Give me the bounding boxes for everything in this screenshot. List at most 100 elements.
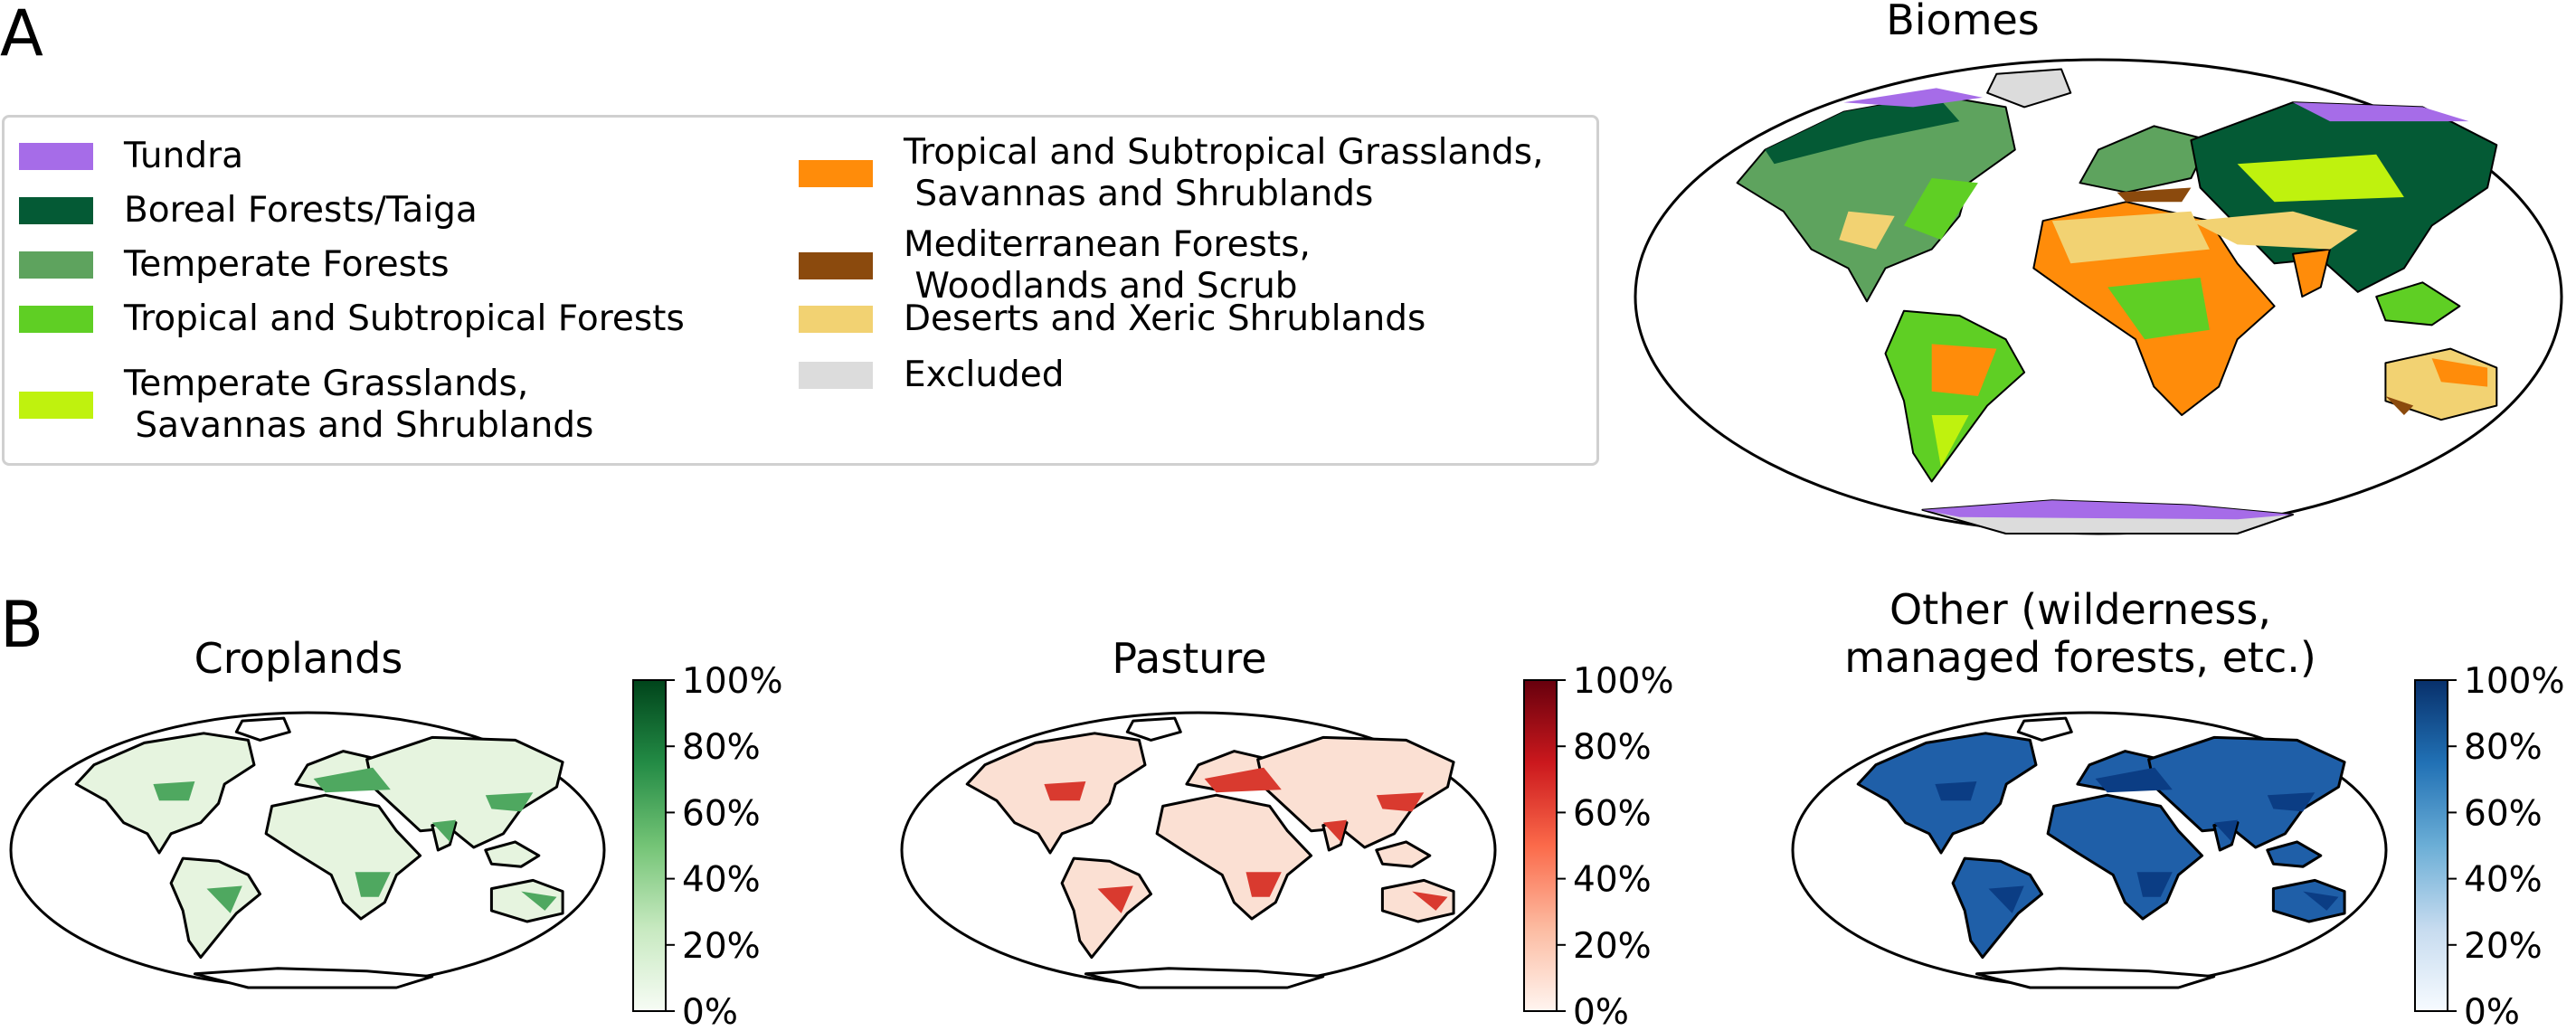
colorbar-tick-label: 20% [682, 926, 761, 967]
legend-item: Deserts and Xeric Shrublands [799, 298, 1425, 340]
panel-a-label: A [0, 0, 43, 71]
continent-asia [2147, 735, 2346, 849]
legend-swatch [799, 252, 873, 279]
biome-region [2293, 102, 2469, 122]
legend-label: Tropical and Subtropical Forests [124, 298, 685, 339]
biome-region [1922, 500, 2293, 520]
continent-australia [2271, 878, 2346, 923]
intensity-region [2095, 767, 2173, 793]
biome-legend: Tundra Boreal Forests/Taiga Temperate Fore… [2, 115, 1599, 466]
other-world-map [1791, 711, 2388, 989]
continent-australia [489, 878, 564, 923]
colorbar-tick-label: 100% [1573, 661, 1674, 702]
pasture-colorbar: 100% 80% 60% 40% 20% 0% [1523, 661, 1674, 1031]
croplands-world-map [9, 711, 606, 989]
continent-india [2292, 248, 2331, 298]
continent-southAmerica [169, 856, 261, 960]
colorbar-tick-label: 60% [1573, 793, 1652, 834]
intensity-region [1245, 872, 1282, 897]
legend-item: Temperate Forests [19, 244, 450, 286]
continent-australia [1380, 878, 1455, 923]
legend-label: Deserts and Xeric Shrublands [904, 298, 1426, 339]
intensity-region [355, 872, 391, 897]
intensity-region [1204, 767, 1282, 793]
continent-greenland [234, 716, 291, 742]
croplands-map-title: Croplands [194, 634, 403, 683]
legend-item: Tundra [19, 136, 243, 177]
legend-item: Excluded [799, 355, 1065, 396]
legend-swatch [799, 160, 873, 187]
continent-antarctica [1975, 967, 2216, 989]
croplands-colorbar: 100% 80% 60% 40% 20% 0% [632, 661, 783, 1031]
panel-b-label: B [0, 588, 44, 662]
continent-europe [2079, 125, 2211, 194]
biomes-world-map [1634, 58, 2563, 535]
intensity-region [153, 781, 195, 801]
colorbar-gradient [632, 679, 667, 1012]
intensity-region [521, 891, 557, 911]
colorbar-tick-label: 80% [682, 727, 761, 768]
legend-swatch [19, 251, 93, 279]
colorbar-tick-label: 80% [1573, 727, 1652, 768]
continent-asia [365, 735, 564, 849]
colorbar-tick-label: 40% [1573, 860, 1652, 901]
colorbar-tick-label: 60% [682, 793, 761, 834]
biome-region [2237, 154, 2404, 203]
continent-southAmerica [1060, 856, 1152, 960]
legend-label: Excluded [904, 355, 1065, 395]
legend-swatch [799, 306, 873, 333]
colorbar-gradient [1523, 679, 1558, 1012]
legend-label: Tundra [124, 136, 244, 176]
continent-seAsia [484, 840, 541, 868]
continent-seAsia [2266, 840, 2323, 868]
legend-item: Boreal Forests/Taiga [19, 190, 478, 232]
colorbar-tick-label: 0% [2464, 992, 2520, 1031]
colorbar-tick-label: 20% [1573, 926, 1652, 967]
colorbar-gradient [2414, 679, 2448, 1012]
intensity-region [2267, 792, 2316, 812]
intensity-region [2136, 872, 2173, 897]
legend-swatch [19, 143, 93, 170]
biome-region [1931, 344, 1997, 396]
intensity-region [2303, 891, 2339, 911]
colorbar-tick-label: 0% [682, 992, 738, 1031]
pasture-map-title: Pasture [1112, 634, 1267, 683]
intensity-region [2213, 819, 2238, 842]
colorbar-tick-label: 0% [1573, 992, 1629, 1031]
continent-antarctica [1084, 967, 1325, 989]
colorbar-tick-label: 60% [2464, 793, 2543, 834]
intensity-region [1322, 819, 1347, 842]
biome-region [2117, 187, 2192, 203]
legend-label: Mediterranean Forests, Woodlands and Scr… [904, 224, 1311, 307]
continent-antarctica [193, 967, 434, 989]
intensity-region [313, 767, 391, 793]
continent-seAsia [2375, 281, 2461, 326]
legend-item: Tropical and Subtropical Grasslands, Sav… [799, 132, 1544, 215]
legend-label: Boreal Forests/Taiga [124, 190, 478, 231]
legend-label: Temperate Grasslands, Savannas and Shrub… [124, 364, 594, 446]
continent-southAmerica [1951, 856, 2043, 960]
other-map-title: Other (wilderness, managed forests, etc.… [1844, 585, 2316, 682]
intensity-region [1935, 781, 1977, 801]
intensity-region [1988, 885, 2024, 913]
pasture-world-map [900, 711, 1497, 989]
legend-item: Temperate Grasslands, Savannas and Shrub… [19, 364, 593, 447]
biome-region [2191, 211, 2358, 250]
intensity-region [1376, 792, 1425, 812]
intensity-region [431, 819, 456, 842]
continent-seAsia [1375, 840, 1432, 868]
legend-item: Tropical and Subtropical Forests [19, 298, 685, 340]
biome-region [1765, 95, 1960, 165]
intensity-region [485, 792, 534, 812]
legend-swatch [799, 362, 873, 389]
continent-greenland [1125, 716, 1182, 742]
biome-region [2385, 396, 2414, 415]
colorbar-tick-label: 100% [682, 661, 783, 702]
continent-greenland [2016, 716, 2073, 742]
colorbar-tick-label: 80% [2464, 727, 2543, 768]
biome-region [1904, 178, 1978, 241]
biome-region [2107, 278, 2210, 340]
legend-swatch [19, 197, 93, 224]
intensity-region [1044, 781, 1086, 801]
colorbar-tick-label: 20% [2464, 926, 2543, 967]
